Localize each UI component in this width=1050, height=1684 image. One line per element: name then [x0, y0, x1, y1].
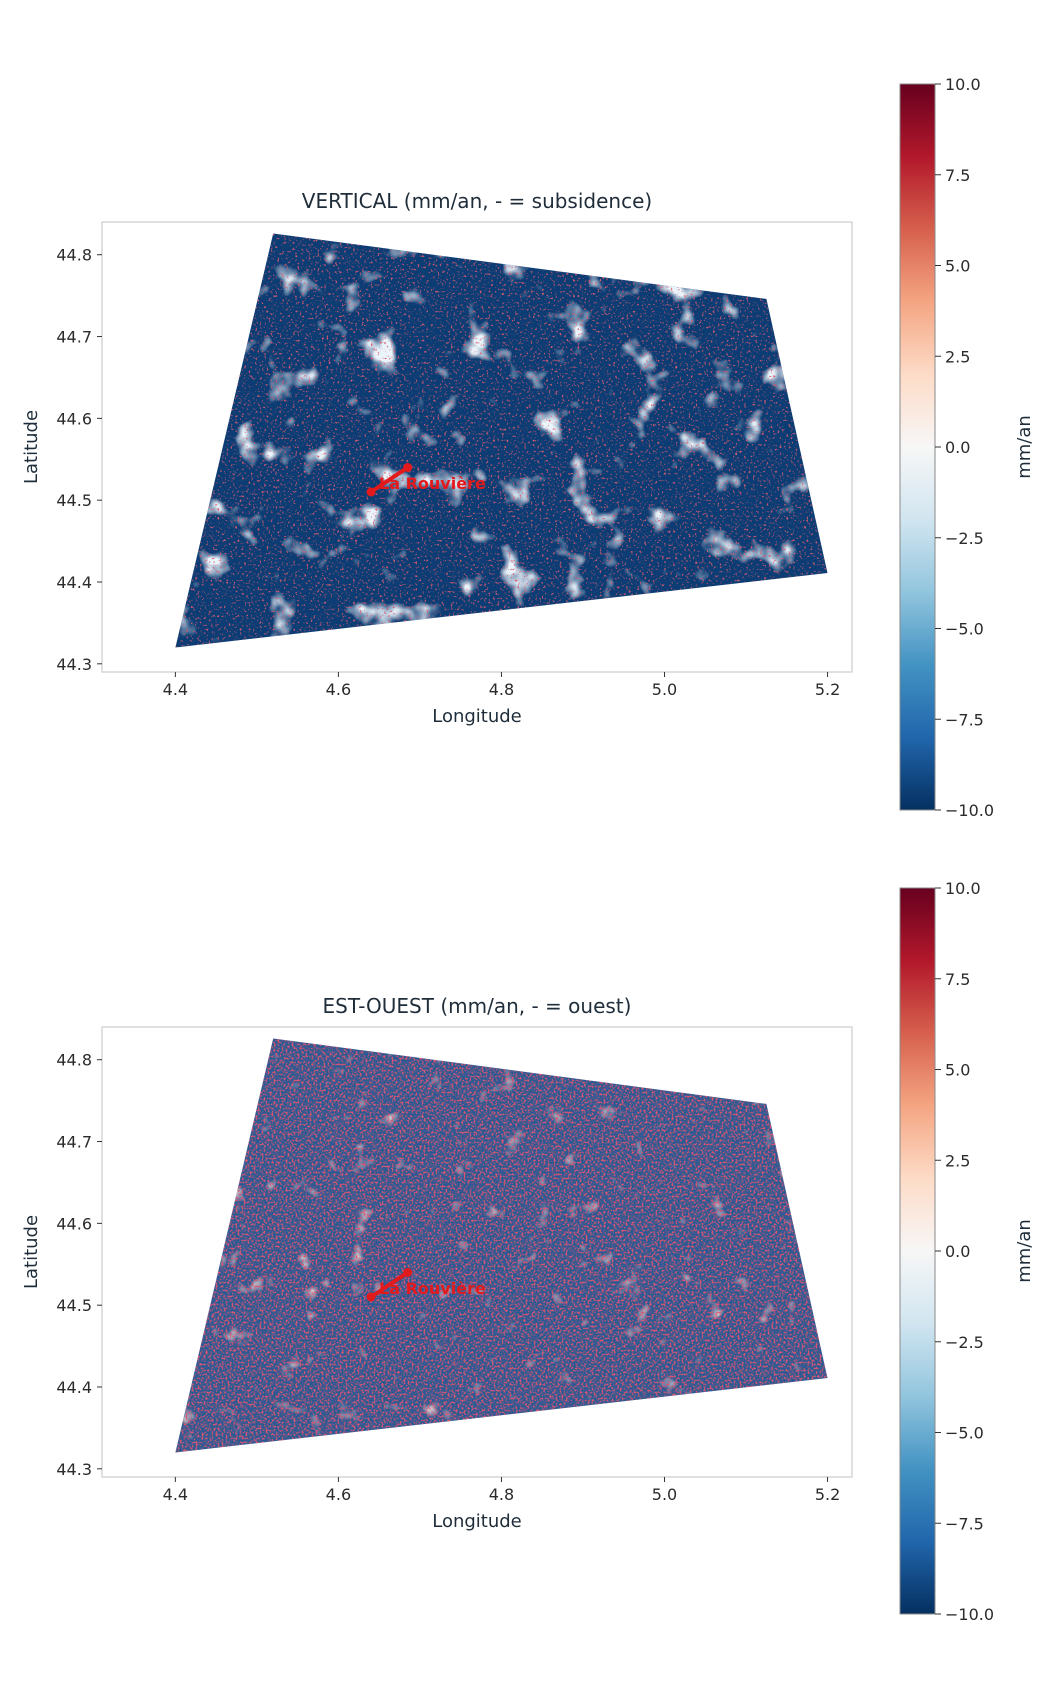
x-tick-label: 4.4 — [163, 1485, 188, 1504]
y-tick-label: 44.3 — [56, 655, 92, 674]
x-axis-label: Longitude — [432, 1511, 522, 1532]
colorbar-tick-label: −7.5 — [945, 710, 984, 729]
x-tick-label: 5.2 — [815, 1485, 840, 1504]
x-tick-label: 5.2 — [815, 680, 840, 699]
colorbar-tick-label: 10.0 — [945, 75, 981, 94]
y-tick-label: 44.4 — [56, 1378, 92, 1397]
colorbar-tick-label: −7.5 — [945, 1514, 984, 1533]
annotation-point — [403, 1267, 413, 1277]
colorbar-tick-label: 2.5 — [945, 1151, 970, 1170]
heatmap-red-speckle — [175, 1038, 828, 1453]
annotation-label: La Rouvière — [379, 1279, 486, 1298]
colorbar-tick-label: −2.5 — [945, 529, 984, 548]
heatmap-red-speckle — [175, 233, 828, 648]
x-tick-label: 5.0 — [652, 680, 677, 699]
y-tick-label: 44.7 — [56, 1133, 92, 1152]
y-tick-label: 44.8 — [56, 1051, 92, 1070]
colorbar-tick-label: 7.5 — [945, 970, 970, 989]
annotation-point — [366, 1292, 376, 1302]
y-tick-label: 44.8 — [56, 246, 92, 265]
colorbar-tick-label: 2.5 — [945, 347, 970, 366]
annotation-point — [403, 462, 413, 472]
x-tick-label: 5.0 — [652, 1485, 677, 1504]
colorbar-tick-label: −2.5 — [945, 1333, 984, 1352]
colorbar-gradient — [899, 887, 936, 1615]
colorbar-1: 10.0 7.5 5.0 2.5 0.0 −2.5 −5.0 −7.5 −10.0 mm/an — [899, 75, 1035, 820]
annotation-line — [369, 465, 409, 494]
x-tick-label: 4.4 — [163, 680, 188, 699]
colorbar-tick-label: 0.0 — [945, 438, 970, 457]
y-tick-label: 44.6 — [56, 1214, 92, 1233]
colorbar-label: mm/an — [1014, 415, 1035, 479]
y-tick-label: 44.3 — [56, 1460, 92, 1479]
colorbar-tick-label: 5.0 — [945, 257, 970, 276]
y-tick-label: 44.6 — [56, 409, 92, 428]
axes-frame — [101, 1026, 853, 1478]
x-tick-label: 4.8 — [489, 1485, 514, 1504]
annotation-label: La Rouvière — [379, 474, 486, 493]
x-tick-label: 4.6 — [326, 680, 351, 699]
y-tick-label: 44.5 — [56, 1296, 92, 1315]
y-tick-label: 44.5 — [56, 491, 92, 510]
colorbar-tick-label: −10.0 — [945, 1605, 994, 1624]
colorbar-tick-label: 10.0 — [945, 879, 981, 898]
y-axis-label: Latitude — [21, 1215, 42, 1289]
chart-panel-1: VERTICAL (mm/an, - = subsidence) 4.4 4.6 4.… — [21, 189, 853, 727]
chart-title: VERTICAL (mm/an, - = subsidence) — [302, 189, 652, 213]
colorbar-tick-label: 0.0 — [945, 1242, 970, 1261]
x-tick-label: 4.6 — [326, 1485, 351, 1504]
annotation-line — [369, 1270, 409, 1299]
y-tick-label: 44.4 — [56, 573, 92, 592]
axes-frame — [101, 221, 853, 673]
colorbar-tick-label: −10.0 — [945, 801, 994, 820]
colorbar-label: mm/an — [1014, 1219, 1035, 1283]
chart-title: EST-OUEST (mm/an, - = ouest) — [323, 994, 632, 1018]
colorbar-tick-label: 7.5 — [945, 166, 970, 185]
colorbar-tick-label: −5.0 — [945, 1424, 984, 1443]
x-axis-label: Longitude — [432, 706, 522, 727]
colorbar-tick-label: −5.0 — [945, 620, 984, 639]
colorbar-gradient — [899, 83, 936, 811]
x-tick-label: 4.8 — [489, 680, 514, 699]
colorbar-2: 10.0 7.5 5.0 2.5 0.0 −2.5 −5.0 −7.5 −10.0 mm/an — [899, 879, 1035, 1624]
annotation-point — [366, 487, 376, 497]
chart-panel-2: EST-OUEST (mm/an, - = ouest) 4.4 4.6 4.8 5.0… — [21, 994, 853, 1532]
colorbar-tick-label: 5.0 — [945, 1061, 970, 1080]
y-axis-label: Latitude — [21, 410, 42, 484]
y-tick-label: 44.7 — [56, 328, 92, 347]
